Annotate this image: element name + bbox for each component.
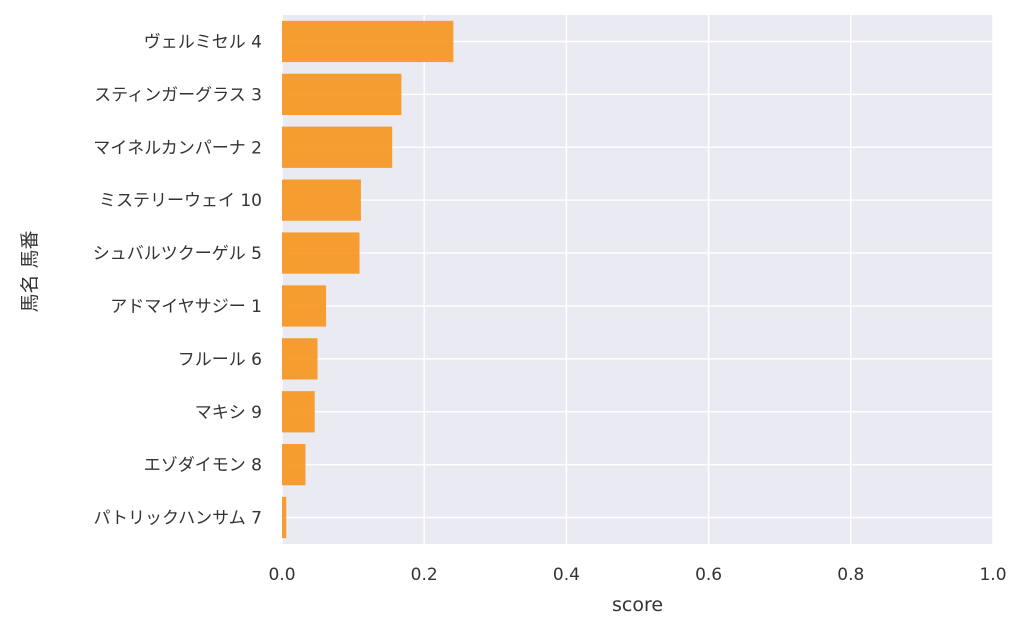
y-tick-label: フルール 6 xyxy=(178,350,262,370)
bar xyxy=(282,496,287,539)
bar xyxy=(282,391,315,433)
bars xyxy=(282,20,454,539)
bar xyxy=(282,338,318,380)
y-tick-label: マキシ 9 xyxy=(195,403,262,423)
x-tick-label: 0.8 xyxy=(837,565,864,585)
y-tick-label: スティンガーグラス 3 xyxy=(94,85,262,105)
x-tick-label: 0.0 xyxy=(268,565,295,585)
bar xyxy=(282,20,454,63)
x-tick-label: 0.6 xyxy=(695,565,722,585)
y-tick-label: シュバルツクーゲル 5 xyxy=(93,244,262,264)
y-tick-labels: ヴェルミセル 4 スティンガーグラス 3 マイネルカンパーナ 2 ミステリーウェイ 1… xyxy=(93,32,262,528)
bar xyxy=(282,444,306,486)
x-tick-label: 1.0 xyxy=(979,565,1006,585)
y-tick-label: エゾダイモン 8 xyxy=(144,456,262,476)
x-tick-labels: 0.0 0.2 0.4 0.6 0.8 1.0 xyxy=(268,565,1006,585)
x-tick-label: 0.4 xyxy=(553,565,580,585)
bar xyxy=(282,232,360,274)
y-tick-label: マイネルカンパーナ 2 xyxy=(93,138,262,158)
bar xyxy=(282,285,327,327)
bar xyxy=(282,179,361,221)
x-tick-label: 0.2 xyxy=(411,565,438,585)
bar xyxy=(282,73,402,115)
bar xyxy=(282,126,393,168)
y-tick-label: アドマイヤサジー 1 xyxy=(110,297,262,317)
y-tick-label: ミステリーウェイ 10 xyxy=(99,191,262,211)
y-axis-title: 馬名 馬番 xyxy=(19,230,41,312)
y-tick-label: パトリックハンサム 7 xyxy=(93,509,262,529)
x-axis-title: score xyxy=(612,594,663,616)
y-tick-label: ヴェルミセル 4 xyxy=(144,32,262,52)
